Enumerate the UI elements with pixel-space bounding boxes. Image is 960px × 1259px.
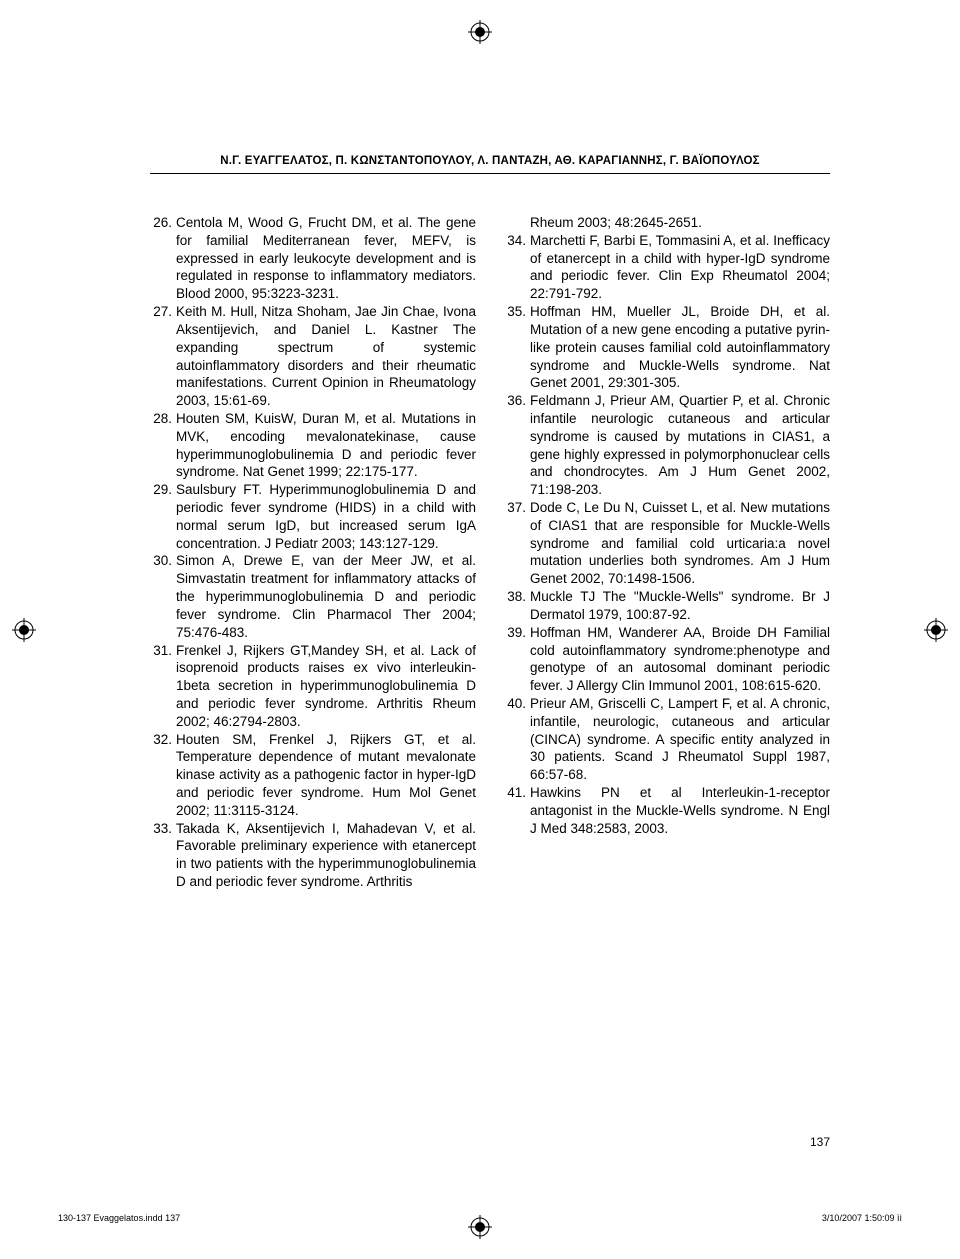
footer-timestamp: 3/10/2007 1:50:09 ìì (822, 1213, 902, 1223)
reference-item: 27.Keith M. Hull, Nitza Shoham, Jae Jin … (150, 303, 476, 410)
reference-number: 31. (150, 642, 176, 731)
page-content: Ν.Γ. ΕΥΑΓΓΕΛΑΤΟΣ, Π. ΚΩΝΣΤΑΝΤΟΠΟΥΛΟΥ, Λ.… (0, 0, 960, 891)
reference-text: Keith M. Hull, Nitza Shoham, Jae Jin Cha… (176, 303, 476, 410)
page-number: 137 (810, 1135, 830, 1149)
reference-item: 40.Prieur AM, Griscelli C, Lampert F, et… (504, 695, 830, 784)
reference-text: Feldmann J, Prieur AM, Quartier P, et al… (530, 392, 830, 499)
crop-mark-right (924, 618, 948, 642)
crop-mark-bottom (468, 1215, 492, 1239)
reference-text: Houten SM, KuisW, Duran M, et al. Mutati… (176, 410, 476, 481)
reference-item: 36.Feldmann J, Prieur AM, Quartier P, et… (504, 392, 830, 499)
reference-item: 31.Frenkel J, Rijkers GT,Mandey SH, et a… (150, 642, 476, 731)
reference-item: Rheum 2003; 48:2645-2651. (504, 214, 830, 232)
reference-item: 41.Hawkins PN et al Interleukin-1-recept… (504, 784, 830, 837)
reference-text: Frenkel J, Rijkers GT,Mandey SH, et al. … (176, 642, 476, 731)
reference-number: 40. (504, 695, 530, 784)
reference-text: Houten SM, Frenkel J, Rijkers GT, et al.… (176, 731, 476, 820)
crop-mark-left (12, 618, 36, 642)
reference-item: 26.Centola M, Wood G, Frucht DM, et al. … (150, 214, 476, 303)
reference-text: Hawkins PN et al Interleukin-1-receptor … (530, 784, 830, 837)
reference-number: 39. (504, 624, 530, 695)
reference-number: 38. (504, 588, 530, 624)
reference-item: 32.Houten SM, Frenkel J, Rijkers GT, et … (150, 731, 476, 820)
reference-text: Marchetti F, Barbi E, Tommasini A, et al… (530, 232, 830, 303)
reference-item: 33.Takada K, Aksentijevich I, Mahadevan … (150, 820, 476, 891)
reference-item: 38.Muckle TJ The "Muckle-Wells" syndrome… (504, 588, 830, 624)
reference-item: 35.Hoffman HM, Mueller JL, Broide DH, et… (504, 303, 830, 392)
reference-number: 27. (150, 303, 176, 410)
reference-text: Takada K, Aksentijevich I, Mahadevan V, … (176, 820, 476, 891)
reference-number: 36. (504, 392, 530, 499)
footer-filename: 130-137 Evaggelatos.indd 137 (58, 1213, 180, 1223)
reference-number: 30. (150, 552, 176, 641)
reference-columns: 26.Centola M, Wood G, Frucht DM, et al. … (150, 214, 830, 891)
reference-text: Saulsbury FT. Hyperimmunoglobulinemia D … (176, 481, 476, 552)
reference-number (504, 214, 530, 232)
reference-item: 37.Dode C, Le Du N, Cuisset L, et al. Ne… (504, 499, 830, 588)
reference-item: 29.Saulsbury FT. Hyperimmunoglobulinemia… (150, 481, 476, 552)
reference-number: 28. (150, 410, 176, 481)
reference-text: Simon A, Drewe E, van der Meer JW, et al… (176, 552, 476, 641)
reference-item: 39.Hoffman HM, Wanderer AA, Broide DH Fa… (504, 624, 830, 695)
reference-text: Hoffman HM, Wanderer AA, Broide DH Famil… (530, 624, 830, 695)
crop-mark-top (468, 20, 492, 44)
reference-item: 28.Houten SM, KuisW, Duran M, et al. Mut… (150, 410, 476, 481)
reference-text: Muckle TJ The "Muckle-Wells" syndrome. B… (530, 588, 830, 624)
reference-text: Rheum 2003; 48:2645-2651. (530, 214, 830, 232)
running-head: Ν.Γ. ΕΥΑΓΓΕΛΑΤΟΣ, Π. ΚΩΝΣΤΑΝΤΟΠΟΥΛΟΥ, Λ.… (150, 155, 830, 174)
reference-column-right: Rheum 2003; 48:2645-2651.34.Marchetti F,… (504, 214, 830, 891)
reference-number: 32. (150, 731, 176, 820)
reference-item: 30.Simon A, Drewe E, van der Meer JW, et… (150, 552, 476, 641)
reference-number: 33. (150, 820, 176, 891)
reference-column-left: 26.Centola M, Wood G, Frucht DM, et al. … (150, 214, 476, 891)
reference-number: 29. (150, 481, 176, 552)
reference-text: Hoffman HM, Mueller JL, Broide DH, et al… (530, 303, 830, 392)
reference-text: Dode C, Le Du N, Cuisset L, et al. New m… (530, 499, 830, 588)
reference-number: 37. (504, 499, 530, 588)
reference-number: 35. (504, 303, 530, 392)
reference-text: Prieur AM, Griscelli C, Lampert F, et al… (530, 695, 830, 784)
reference-number: 26. (150, 214, 176, 303)
reference-text: Centola M, Wood G, Frucht DM, et al. The… (176, 214, 476, 303)
reference-item: 34.Marchetti F, Barbi E, Tommasini A, et… (504, 232, 830, 303)
reference-number: 34. (504, 232, 530, 303)
reference-number: 41. (504, 784, 530, 837)
